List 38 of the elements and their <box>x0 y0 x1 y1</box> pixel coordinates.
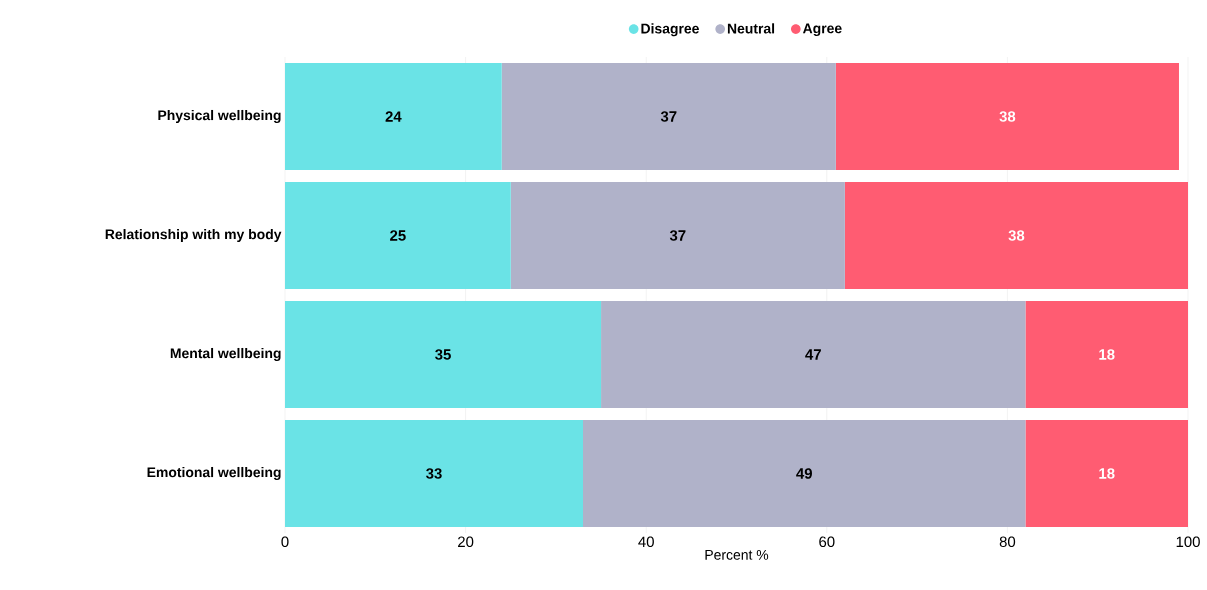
y-tick-label: Mental wellbeing <box>170 347 281 362</box>
data-label: 25 <box>390 230 406 241</box>
bar <box>510 181 845 290</box>
bar <box>1025 419 1189 528</box>
legend-label: Agree <box>802 23 842 37</box>
bar <box>285 300 602 409</box>
data-label: 47 <box>805 349 821 360</box>
bar <box>285 181 511 290</box>
bar <box>501 62 836 171</box>
x-axis-title: Percent % <box>705 549 769 560</box>
data-label: 33 <box>426 468 442 479</box>
x-tick-label: 0 <box>281 536 289 548</box>
legend-label: Disagree <box>641 23 699 37</box>
data-label: 37 <box>660 111 677 122</box>
x-tick-label: 100 <box>1176 536 1200 548</box>
x-tick-label: 80 <box>999 536 1016 548</box>
data-label: 18 <box>1099 349 1115 360</box>
bar <box>285 419 583 528</box>
bar <box>844 181 1189 290</box>
bar <box>583 419 1026 528</box>
data-label: 38 <box>1008 230 1025 241</box>
bar <box>835 62 1179 171</box>
data-label: 24 <box>385 111 402 122</box>
y-tick-label: Relationship with my body <box>105 228 282 242</box>
legend-label: Neutral <box>727 23 775 34</box>
x-tick-label: 40 <box>638 536 654 548</box>
data-label: 35 <box>435 349 451 360</box>
y-tick-label: Physical wellbeing <box>158 109 281 124</box>
data-label: 37 <box>669 230 686 241</box>
x-tick-label: 20 <box>458 536 474 548</box>
data-label: 18 <box>1099 468 1115 479</box>
bar <box>285 62 502 171</box>
x-tick-label: 60 <box>819 536 835 548</box>
bar <box>1025 300 1189 409</box>
data-label: 49 <box>796 468 812 479</box>
data-label: 38 <box>999 111 1016 122</box>
bar <box>601 300 1026 409</box>
y-tick-label: Emotional wellbeing <box>147 466 281 481</box>
